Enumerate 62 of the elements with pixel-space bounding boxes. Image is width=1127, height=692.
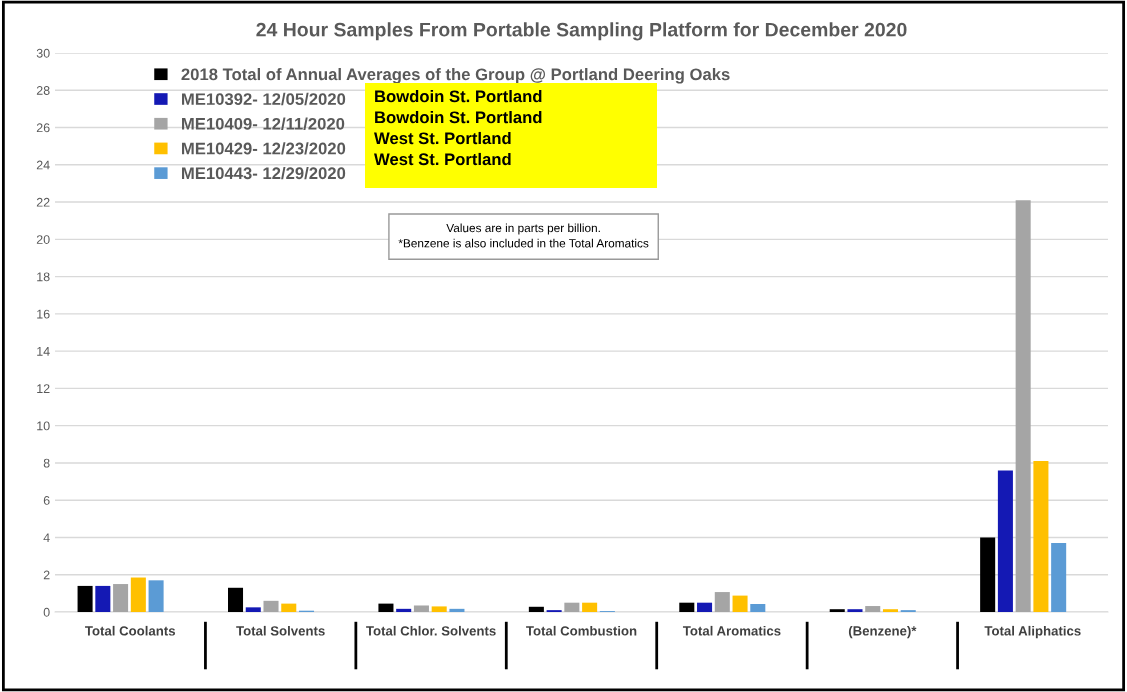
bar: [528, 606, 544, 612]
bar: [281, 603, 297, 612]
y-tick-label: 26: [36, 123, 50, 133]
bar: [865, 606, 881, 612]
bar: [582, 602, 598, 612]
bar: [449, 608, 465, 612]
chart-title: 24 Hour Samples From Portable Sampling Platform for December 2020: [256, 22, 907, 41]
bar: [847, 609, 863, 612]
y-tick-label: 8: [43, 458, 50, 468]
y-tick-label: 30: [36, 48, 50, 58]
legend-label: ME10409- 12/11/2020: [182, 117, 345, 130]
x-tick-label: Total Solvents: [236, 625, 325, 636]
bar: [95, 585, 111, 612]
legend-label: ME10392- 12/05/2020: [182, 92, 346, 106]
bar: [882, 609, 898, 612]
legend-label: 2018 Total of Annual Averages of the Group @ Portland Deering Oaks: [181, 68, 730, 84]
bar: [1015, 200, 1031, 612]
bar: [1051, 543, 1067, 612]
bar: [697, 602, 713, 612]
y-tick-label: 14: [37, 347, 50, 356]
bar: [77, 585, 93, 612]
bar: [148, 580, 164, 612]
y-tick-label: 0: [43, 607, 50, 617]
legend-label: ME10429- 12/23/2020: [182, 142, 346, 155]
annotation: Bowdoin St. Portland Bowdoin St. Portland West St. Portland West St. Portland: [374, 90, 542, 166]
y-tick-label: 4: [43, 533, 50, 542]
bar: [997, 470, 1013, 612]
y-tick-label: 2: [43, 570, 50, 580]
bar: [564, 602, 580, 612]
annotation: Values are in parts per billion. *Benzene is also included in the Total Aromatics: [398, 223, 649, 248]
bar: [263, 600, 279, 612]
bar: [1033, 461, 1049, 612]
bar: [750, 603, 766, 612]
x-tick-label: Total Combustion: [526, 625, 637, 636]
y-tick-label: 16: [37, 309, 50, 319]
y-tick-label: 18: [37, 272, 50, 282]
bar: [130, 577, 146, 612]
bar: [829, 609, 845, 612]
y-tick-label: 10: [37, 421, 50, 431]
bar: [227, 587, 244, 612]
x-tick-label: Total Coolants: [85, 625, 175, 636]
x-tick-label: (Benzene)*: [848, 625, 917, 639]
legend-label: ME10443- 12/29/2020: [182, 166, 346, 180]
bar: [245, 607, 261, 612]
bar: [113, 584, 129, 612]
bar: [378, 603, 394, 612]
bar: [413, 605, 429, 612]
y-tick-label: 22: [36, 197, 50, 207]
y-tick-label: 12: [37, 384, 50, 393]
bar: [980, 537, 996, 612]
bar: [396, 608, 412, 612]
bar: [431, 606, 447, 612]
y-tick-label: 28: [36, 86, 50, 95]
x-tick-label: Total Aromatics: [682, 625, 781, 636]
y-tick-label: 6: [43, 496, 50, 505]
y-tick-label: 24: [36, 160, 50, 170]
x-tick-label: Total Aliphatics: [984, 625, 1081, 639]
bar: [679, 602, 695, 612]
bar: [732, 595, 748, 612]
bar: [714, 592, 730, 612]
x-tick-label: Total Chlor. Solvents: [366, 625, 496, 636]
y-tick-label: 20: [36, 235, 50, 244]
